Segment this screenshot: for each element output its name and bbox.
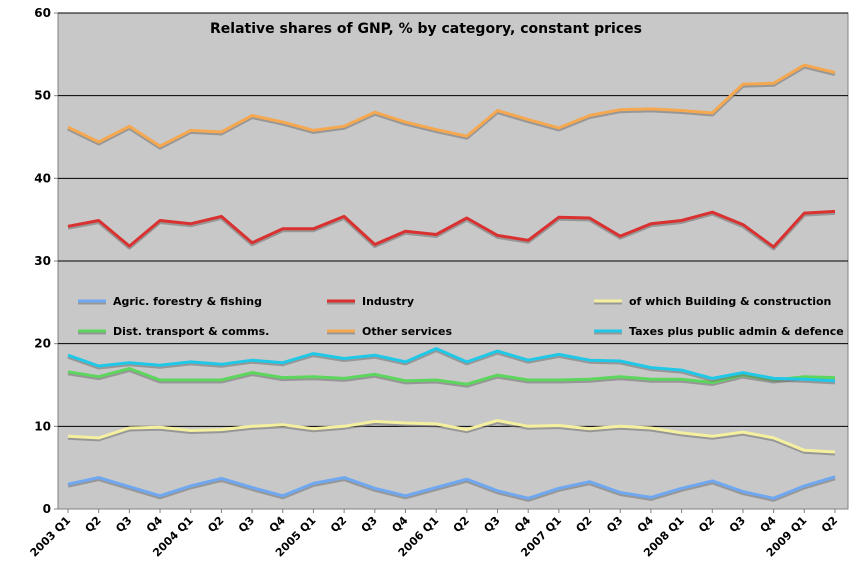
x-tick-label: 2003 Q1	[28, 514, 74, 560]
series-line-of-which-building-construction	[67, 419, 836, 454]
x-tick-label: Q3	[481, 514, 502, 535]
y-tick-label: 60	[34, 6, 51, 20]
series-line-taxes-plus-public-admin-defence	[67, 347, 836, 383]
series-line-other-services	[67, 63, 836, 148]
y-tick-label: 50	[34, 89, 51, 103]
x-tick-label: Q3	[727, 514, 748, 535]
legend-label-dist-transport-comms: Dist. transport & comms.	[113, 325, 269, 338]
x-tick-label: Q2	[451, 514, 472, 535]
y-tick-label: 0	[43, 502, 51, 516]
x-tick-label: Q4	[758, 514, 779, 535]
series-line-agric-forestry-fishing	[67, 475, 836, 500]
x-tick-label: Q4	[635, 514, 656, 535]
x-tick-label: Q2	[205, 514, 226, 535]
y-tick-label: 30	[34, 254, 51, 268]
x-tick-label: Q3	[113, 514, 134, 535]
x-tick-label: Q2	[328, 514, 349, 535]
y-axis-ticks: 0 10 20 30 40 50 60	[34, 6, 58, 516]
x-tick-label: Q2	[819, 514, 840, 535]
y-tick-label: 20	[34, 337, 51, 351]
x-tick-label: Q3	[359, 514, 380, 535]
x-tick-label: Q2	[696, 514, 717, 535]
x-tick-label: Q2	[573, 514, 594, 535]
chart-title: Relative shares of GNP, % by category, c…	[210, 21, 642, 37]
series-line-dist-transport-comms	[67, 367, 836, 386]
y-tick-label: 10	[34, 419, 51, 433]
x-tick-label: Q3	[236, 514, 257, 535]
legend-label-other-services: Other services	[362, 325, 453, 338]
legend-label-industry: Industry	[362, 295, 414, 308]
legend: Agric. forestry & fishing Industry of whic…	[78, 295, 844, 338]
legend-label-taxes-plus-public-admin-defence: Taxes plus public admin & defence	[629, 325, 844, 338]
x-tick-label: Q4	[267, 514, 288, 535]
legend-label-of-which-building-construction: of which Building & construction	[629, 295, 831, 308]
series-lines	[67, 63, 836, 502]
x-tick-label: Q3	[604, 514, 625, 535]
gridlines	[58, 12, 848, 427]
x-tick-label: Q4	[144, 514, 165, 535]
x-tick-label: Q2	[83, 514, 104, 535]
legend-label-agric-forestry-fishing: Agric. forestry & fishing	[113, 295, 262, 308]
x-tick-label: Q4	[389, 514, 410, 535]
x-tick-label: Q4	[512, 514, 533, 535]
y-tick-label: 40	[34, 171, 51, 185]
series-line-industry	[67, 209, 836, 249]
